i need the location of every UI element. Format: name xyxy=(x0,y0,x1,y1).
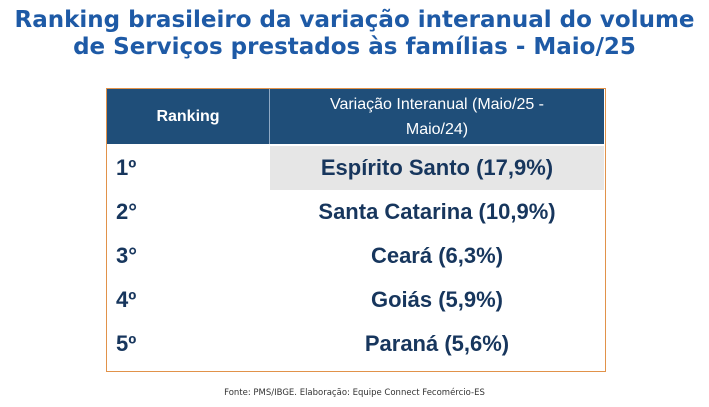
rank-cell: 3° xyxy=(116,243,138,268)
rank-cell: 2° xyxy=(116,199,138,224)
title-line-1: Ranking brasileiro da variação interanua… xyxy=(14,7,695,33)
ranking-table: Ranking Variação Interanual (Maio/25 - M… xyxy=(106,88,606,372)
header-variacao-line-1: Variação Interanual (Maio/25 - xyxy=(329,95,545,113)
header-ranking: Ranking xyxy=(107,89,270,144)
table-row: 3° Ceará (6,3%) xyxy=(107,234,604,278)
table-header: Ranking Variação Interanual (Maio/25 - M… xyxy=(107,89,604,144)
table-row: 5º Paraná (5,6%) xyxy=(107,322,604,366)
page-title: Ranking brasileiro da variação interanua… xyxy=(0,7,709,61)
rank-cell: 1º xyxy=(116,155,137,180)
table-row: 1º Espírito Santo (17,9%) xyxy=(107,146,604,190)
state-cell: Ceará (6,3%) xyxy=(370,243,504,268)
rank-cell: 4º xyxy=(116,287,137,312)
state-cell: Paraná (5,6%) xyxy=(364,331,510,356)
state-cell: Goiás (5,9%) xyxy=(370,287,504,312)
header-variacao: Variação Interanual (Maio/25 - Maio/24) xyxy=(270,89,604,144)
state-cell: Santa Catarina (10,9%) xyxy=(318,199,556,224)
title-line-2: de Serviços prestados às famílias - Maio… xyxy=(73,34,636,60)
table-row: 4º Goiás (5,9%) xyxy=(107,278,604,322)
table-row: 2° Santa Catarina (10,9%) xyxy=(107,190,604,234)
rank-cell: 5º xyxy=(116,331,137,356)
header-variacao-line-2: Maio/24) xyxy=(405,120,469,138)
source-note: Fonte: PMS/IBGE. Elaboração: Equipe Conn… xyxy=(224,388,485,398)
state-cell: Espírito Santo (17,9%) xyxy=(270,146,604,190)
